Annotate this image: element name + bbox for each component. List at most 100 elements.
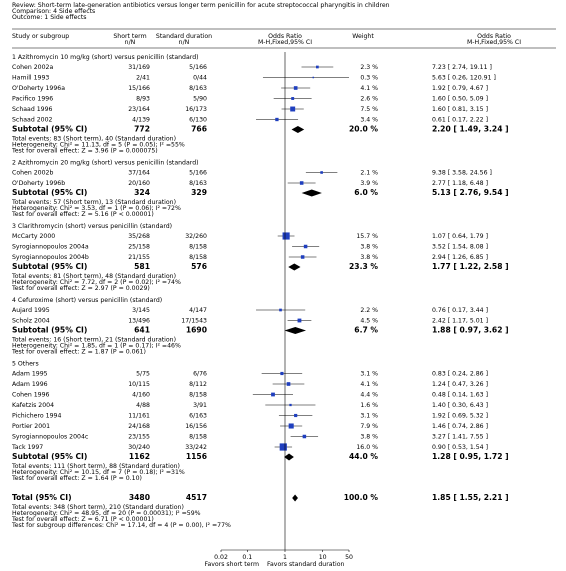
short-n: 30/240 [128,444,150,451]
study-label: Schaad 2002 [12,117,53,124]
odds-ratio: 5.63 [ 0.26, 120.91 ] [432,75,496,82]
standard-n: 1156 [186,452,207,461]
effect-diamond [301,189,322,197]
weight: 16.0 % [356,444,378,451]
standard-n: 16/156 [185,423,207,430]
effect-diamond [284,453,294,461]
note: Test for overall effect: Z = 2.97 (P = 0… [11,285,150,292]
standard-n: 4/147 [189,307,207,314]
study-label: Tack 1997 [11,444,43,451]
study-label: Syrogiannopoulos 2004b [12,254,89,261]
x-tick-label: 10 [319,554,327,561]
study-label: Syrogiannopoulos 2004a [12,244,89,251]
odds-ratio: 0.61 [ 0.17, 2.22 ] [432,117,488,124]
x-tick-label: 0.02 [214,554,228,561]
x-tick-label: 50 [345,554,353,561]
col-header: M-H,Fixed,95% CI [258,39,312,46]
study-label: Adam 1995 [12,371,48,378]
odds-ratio: 2.20 [ 1.49, 3.24 ] [432,125,509,134]
effect-square [302,434,307,439]
standard-n: 6/76 [193,371,207,378]
favors-right: Favors standard duration [267,561,344,568]
weight: 4.1 % [360,85,378,92]
study-label: Pacifico 1996 [12,96,53,103]
odds-ratio: 1.40 [ 0.30, 6.43 ] [432,402,488,409]
favors-left: Favors short term [204,561,259,568]
weight: 6.0 % [354,188,378,197]
odds-ratio: 9.38 [ 3.58, 24.56 ] [432,170,492,177]
short-n: 37/164 [128,170,150,177]
short-n: 4/88 [136,402,150,409]
standard-n: 8/158 [189,392,207,399]
effect-square [271,392,275,397]
study-label: Cohen 1996 [12,392,50,399]
short-n: 581 [134,262,150,271]
review: Review: Short-term late-generation antib… [12,2,390,9]
short-n: 21/155 [128,254,150,261]
effect-square [293,86,298,90]
odds-ratio: 1.07 [ 0.64, 1.79 ] [432,233,488,240]
weight: 3.9 % [360,180,378,187]
study-label: O'Doherty 1996b [12,180,65,187]
standard-n: 32/260 [185,233,207,240]
standard-n: 8/158 [189,254,207,261]
col-header: n/N [179,39,190,46]
effect-square [289,403,292,407]
weight: 4.5 % [360,318,378,325]
note: Total events: 57 (Short term), 13 (Stand… [11,199,176,206]
note: Heterogeneity: Chi² = 1.85, df = 1 (P = … [12,343,181,350]
study-label: Adam 1996 [12,381,48,388]
standard-n: 8/158 [189,434,207,441]
study-label: Schaad 1996 [12,106,53,113]
standard-n: 16/173 [185,106,207,113]
odds-ratio: 0.76 [ 0.17, 3.44 ] [432,307,488,314]
weight: 4.1 % [360,381,378,388]
group-header: 1 Azithromycin 10 mg/kg (short) versus p… [12,54,199,61]
study-label: Pichichero 1994 [12,413,61,420]
note: Total events: 348 (Short term), 210 (Sta… [11,504,184,511]
weight: 3.1 % [360,413,378,420]
weight: 2.6 % [360,96,378,103]
study-label: Scholz 2004 [12,318,50,325]
odds-ratio: 7.23 [ 2.74, 19.11 ] [432,64,492,71]
standard-n: 576 [191,262,207,271]
note: Test for overall effect: Z = 1.64 (P = 0… [11,475,142,482]
standard-n: 6/163 [189,413,207,420]
note: Test for overall effect: Z = 6.71 (P < 0… [11,516,154,523]
short-n: 24/168 [128,423,150,430]
odds-ratio: 2.77 [ 1.18, 6.48 ] [432,180,488,187]
weight: 3.1 % [360,371,378,378]
study-label: Cohen 2002b [12,170,53,177]
study-label: Syrogiannopoulos 2004c [12,434,89,441]
weight: 2.1 % [360,170,378,177]
effect-diamond [291,126,305,133]
odds-ratio: 0.83 [ 0.24, 2.86 ] [432,371,488,378]
effect-square [299,181,304,185]
note: Heterogeneity: Chi² = 48.95, df = 20 (P … [12,510,201,517]
standard-n: 5/90 [193,96,207,103]
effect-square [280,371,284,376]
odds-ratio: 1.92 [ 0.69, 5.32 ] [432,413,488,420]
effect-square [279,443,287,451]
short-n: 4/139 [132,117,150,124]
weight: 3.8 % [360,244,378,251]
weight: 2.3 % [360,64,378,71]
short-n: 2/41 [136,75,150,82]
short-n: 3/145 [132,307,150,314]
weight: 7.9 % [360,423,378,430]
note: Test for subgroup differences: Chi² = 17… [11,522,231,529]
note: Heterogeneity: Chi² = 10.15, df = 7 (P =… [12,469,185,476]
odds-ratio: 0.90 [ 0.53, 1.54 ] [432,444,488,451]
short-n: 8/93 [136,96,150,103]
weight: 3.8 % [360,434,378,441]
study-label: Subtotal (95% CI) [12,188,87,197]
comparison: Comparison: 4 Side effects [12,8,95,15]
standard-n: 0/44 [193,75,207,82]
study-label: O'Doherty 1996a [12,85,65,92]
effect-square [315,65,319,69]
odds-ratio: 1.88 [ 0.97, 3.62 ] [432,326,509,335]
study-label: Subtotal (95% CI) [12,326,87,335]
short-n: 23/155 [128,434,150,441]
standard-n: 329 [191,188,207,197]
odds-ratio: 2.42 [ 1.17, 5.01 ] [432,318,488,325]
